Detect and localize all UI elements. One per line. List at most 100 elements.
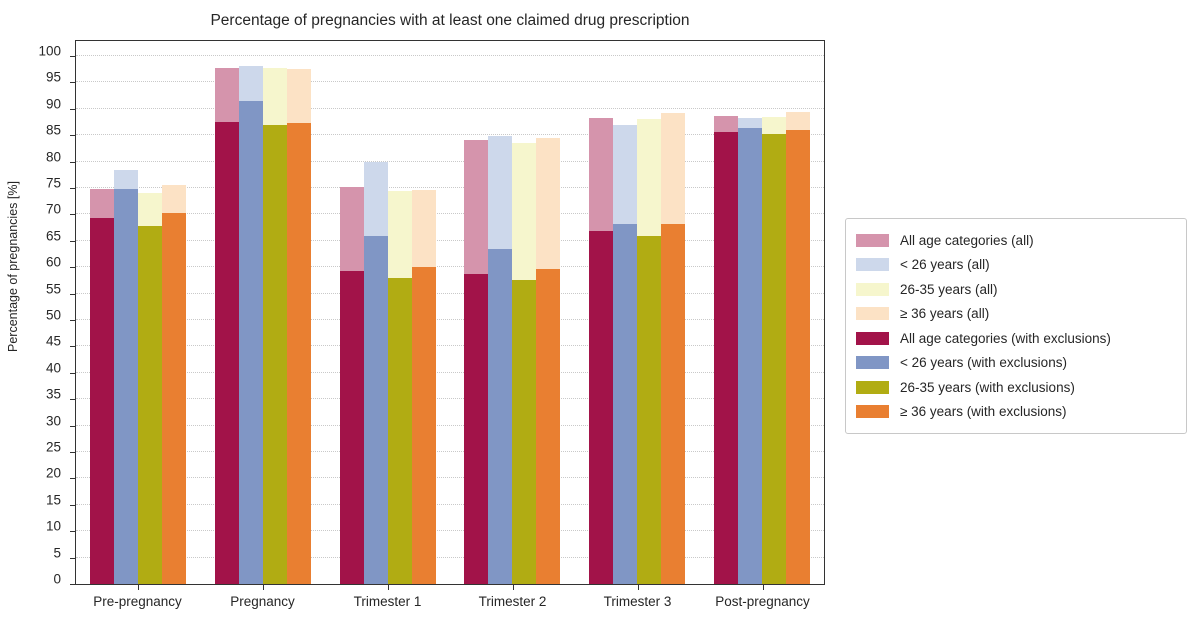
gridline [76,371,824,373]
bar-with-exclusions [287,122,311,584]
legend-entry: ≥ 36 years (all) [856,302,1174,327]
bar-group [76,41,201,584]
gridline [76,477,824,479]
gridline [76,319,824,320]
y-tick-label: 10 [45,518,61,534]
x-category: Pregnancy [200,585,325,615]
bar-with-exclusions [637,235,662,584]
x-tick-mark [387,585,389,590]
bar-with-exclusions [589,231,614,584]
y-tick-mark [70,188,75,189]
bar-with-exclusions [737,127,762,584]
legend-label: < 26 years (all) [900,257,990,273]
bar-slot [737,41,762,584]
bar-slot [589,41,614,584]
x-axis: Pre-pregnancy Pregnancy Trimester 1 Trimest… [75,585,825,615]
y-tick-label: 60 [45,254,61,270]
y-tick-mark [70,82,75,84]
bar-slot [536,41,561,584]
bar-with-exclusions [138,226,163,584]
legend-swatch [856,282,889,296]
bar-group [699,41,824,584]
y-tick-label: 55 [45,281,61,297]
bar-with-exclusions [661,223,686,584]
legend-entry: < 26 years (with exclusions) [856,351,1174,376]
x-tick-mark [512,585,514,590]
bar-slot [90,41,115,584]
legend-entry: < 26 years (all) [856,253,1174,278]
bar-slot [411,41,436,584]
bar-with-exclusions [713,132,738,584]
bar-with-exclusions [761,134,786,584]
plot-area [75,40,825,585]
x-tick-label: Trimester 1 [353,594,422,609]
legend-entry: All age categories (with exclusions) [856,326,1174,351]
y-tick-label: 100 [38,43,61,59]
bar-slot [613,41,638,584]
bar-slot [637,41,662,584]
bar-slot [785,41,810,584]
y-tick-mark [70,214,75,216]
y-tick-mark [70,372,75,374]
y-tick-label: 95 [45,69,61,85]
gridline [76,424,824,426]
legend-swatch [856,405,889,419]
y-tick-mark [70,531,75,533]
legend-label: ≥ 36 years (all) [900,306,990,322]
y-tick-mark [70,293,75,295]
x-tick-label: Pregnancy [230,594,295,609]
y-tick-mark [70,425,75,427]
y-tick-mark [70,240,75,242]
x-tick-mark [137,585,139,590]
bar-slot [239,41,263,584]
bar-slot [512,41,537,584]
legend-entry: ≥ 36 years (with exclusions) [856,400,1174,425]
legend-label: 26-35 years (with exclusions) [900,379,1075,395]
y-axis: Percentage of pregnancies [%] 0 5 10 15 20 25… [0,40,75,587]
bar-with-exclusions [387,277,412,584]
gridline [76,503,824,505]
bar-slot [387,41,412,584]
legend-swatch [856,258,889,272]
y-tick-label: 0 [53,571,61,587]
bar-slot [162,41,187,584]
gridline [76,345,824,347]
bar-slot [488,41,513,584]
bar-with-exclusions [613,224,638,584]
x-category: Trimester 3 [575,585,700,615]
y-tick-label: 35 [45,386,61,402]
legend-label: All age categories (with exclusions) [900,330,1111,346]
x-category: Trimester 2 [450,585,575,615]
bar-slot [713,41,738,584]
gridline [76,292,824,294]
gridline [76,556,824,558]
x-category: Pre-pregnancy [75,585,200,615]
y-axis-title: Percentage of pregnancies [%] [6,181,20,352]
legend-label: ≥ 36 years (with exclusions) [900,404,1067,420]
legend-label: 26-35 years (all) [900,281,998,297]
y-tick-mark [70,135,75,137]
y-tick-mark [70,320,75,321]
gridline [76,239,824,241]
x-category: Post-pregnancy [700,585,825,615]
bar-slot [661,41,686,584]
y-tick-mark [70,346,75,348]
y-tick-label: 20 [45,465,61,481]
bar-slot [215,41,239,584]
legend-swatch [856,331,889,345]
bar-with-exclusions [512,280,537,584]
chart-title: Percentage of pregnancies with at least … [210,12,690,29]
bar-group [201,41,326,584]
x-tick-label: Trimester 3 [603,594,672,609]
y-tick-label: 75 [45,175,61,191]
y-tick-label: 50 [45,307,61,323]
legend-swatch [856,233,889,247]
x-tick-label: Pre-pregnancy [93,594,182,609]
bar-with-exclusions [536,269,561,584]
bar-group [575,41,700,584]
y-tick-mark [70,108,75,110]
y-tick-label: 45 [45,333,61,349]
bar-slot [114,41,139,584]
y-tick-mark [70,267,75,269]
y-tick-mark [70,557,75,559]
